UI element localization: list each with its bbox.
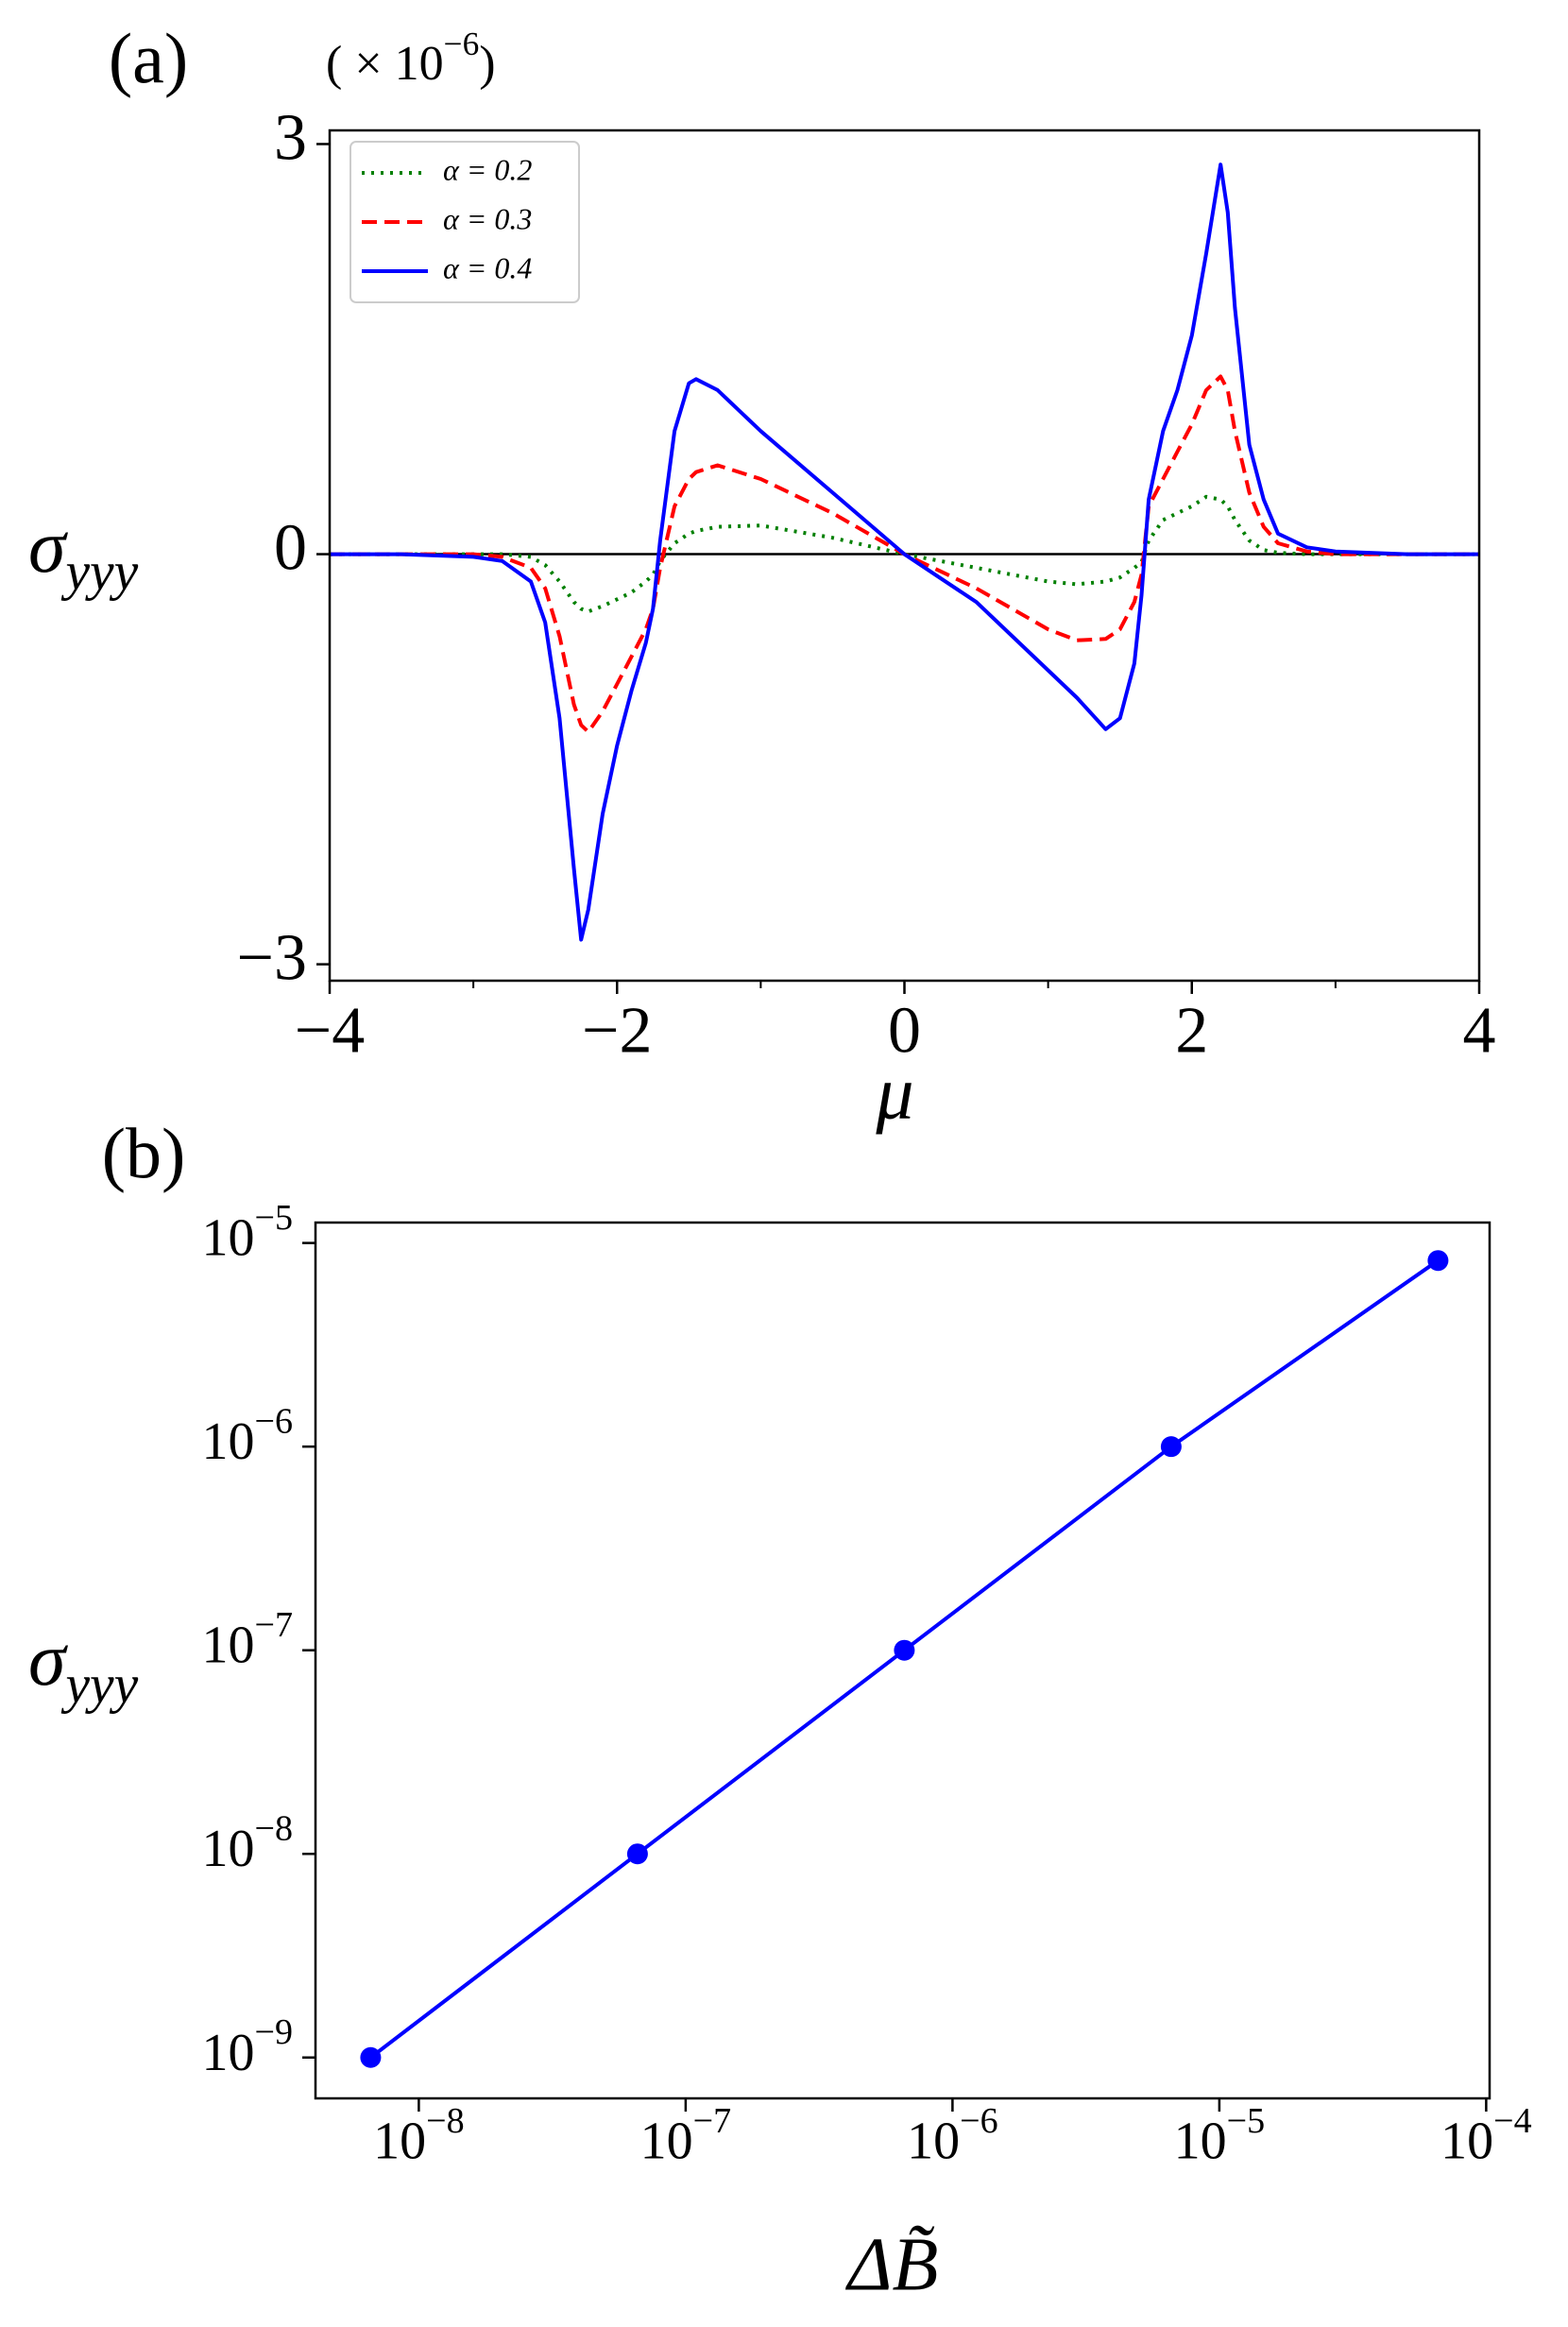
y-tick-label: 0	[274, 512, 307, 585]
x-tick-label: 10−5	[1174, 2101, 1266, 2171]
x-tick-label: 0	[888, 995, 921, 1068]
data-point	[360, 2046, 382, 2068]
y-tick-label: 10−5	[201, 1198, 293, 1268]
y-tick-label: 10−9	[201, 2012, 293, 2082]
x-tick-label: −4	[295, 995, 365, 1068]
x-axis-label: ΔB̃	[845, 2223, 939, 2306]
plot-frame	[314, 1221, 1491, 2100]
y-tick-label: 10−8	[201, 1808, 293, 1878]
data-point	[1427, 1250, 1449, 1272]
y-axis-label: σyyy	[28, 505, 139, 602]
y-axis-label: σyyy	[28, 1618, 139, 1715]
annotation: ( × 10−6)	[326, 25, 496, 91]
x-tick-label: 10−4	[1440, 2101, 1532, 2171]
x-tick-label: 4	[1463, 995, 1496, 1068]
y-tick-label: 3	[274, 102, 307, 175]
legend-label: α = 0.3	[443, 201, 532, 235]
x-tick-label: 2	[1175, 995, 1208, 1068]
panel-label: (b)	[102, 1114, 186, 1193]
y-tick-label: 10−7	[201, 1605, 293, 1675]
data-line	[330, 163, 1479, 942]
x-tick-label: 10−8	[373, 2101, 465, 2171]
legend-label: α = 0.4	[443, 250, 532, 284]
y-tick-label: 10−6	[201, 1401, 293, 1471]
x-axis-label: μ	[875, 1052, 913, 1135]
legend-box	[349, 141, 580, 303]
x-tick-label: 10−7	[640, 2101, 732, 2171]
x-tick-label: 10−6	[907, 2101, 998, 2171]
data-point	[894, 1639, 915, 1661]
data-point	[1160, 1436, 1182, 1458]
data-point	[626, 1843, 648, 1865]
y-tick-label: −3	[237, 922, 307, 995]
x-tick-label: −2	[582, 995, 652, 1068]
panel-label: (a)	[109, 19, 188, 98]
plot-frame	[328, 128, 1481, 983]
legend-label: α = 0.2	[443, 152, 532, 186]
